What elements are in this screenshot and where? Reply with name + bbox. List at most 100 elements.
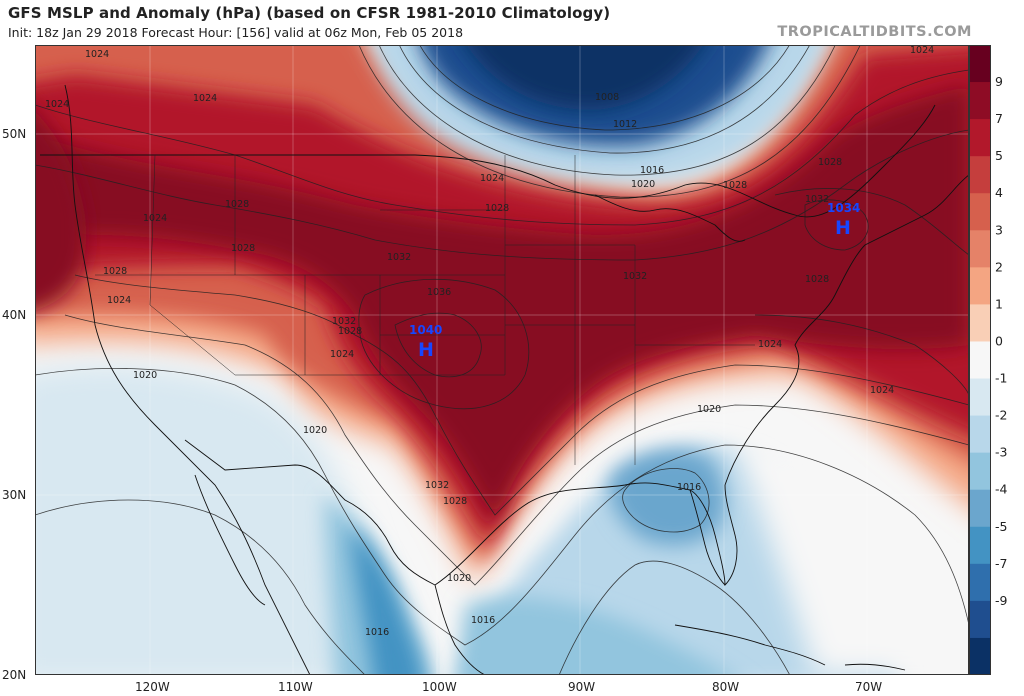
hispaniola	[844, 663, 906, 671]
isobar-label: 1028	[103, 266, 127, 277]
negative-anomaly-caribbean	[457, 596, 729, 675]
isobar-label: 1032	[387, 252, 411, 263]
colorbar-swatch	[969, 489, 991, 528]
isobar-label: 1020	[697, 404, 721, 415]
colorbar-swatch	[969, 230, 991, 268]
colorbar-swatch	[969, 82, 991, 120]
isobar-label: 1028	[805, 274, 829, 285]
isobar-label: 1012	[613, 119, 637, 130]
anomaly-fill-layers	[35, 45, 969, 675]
lon-label-90w: 90W	[568, 680, 596, 694]
cuba	[674, 624, 826, 666]
colorbar-tick-label: -7	[995, 556, 1007, 571]
colorbar-swatch	[969, 563, 991, 602]
pacific-coastline	[64, 84, 311, 675]
forecast-info: Init: 18z Jan 29 2018 Forecast Hour: [15…	[8, 25, 464, 40]
isobar-label: 1024	[870, 385, 894, 396]
colorbar-tick-label: -2	[995, 408, 1007, 423]
colorbar-swatch	[969, 156, 991, 194]
canada-us-border	[40, 104, 936, 218]
positive-anomaly-core	[35, 85, 969, 525]
us-mexico-border	[184, 439, 436, 586]
colorbar-swatch	[969, 304, 991, 343]
isobar-label: 1024	[45, 99, 69, 110]
isobar-label: 1016	[640, 165, 664, 176]
colorbar-swatch	[969, 637, 991, 675]
lon-label-70w: 70W	[855, 680, 883, 694]
high-pressure-center[interactable]: 1040 H	[409, 323, 442, 361]
negative-anomaly-north-core	[466, 45, 704, 110]
isobar-label: 1008	[595, 92, 619, 103]
brand-watermark[interactable]: TROPICALTIDBITS.COM	[777, 24, 972, 40]
pressure-anomaly-map: 1024 1024 1024 1028 1028 1028 1024 1032 …	[35, 45, 969, 675]
isobar-label: 1024	[193, 93, 217, 104]
state-boundaries	[95, 154, 755, 465]
colorbar-tick-label: -4	[995, 482, 1008, 497]
isobar-label: 1028	[818, 157, 842, 168]
isobar-label: 1028	[231, 243, 255, 254]
colorbar-swatch	[969, 600, 991, 639]
isobar-label: 1024	[910, 45, 934, 56]
colorbar-tick-label: 9	[995, 74, 1003, 89]
lat-label-30n: 30N	[2, 488, 27, 502]
lat-label-50n: 50N	[2, 127, 27, 141]
isobar-label: 1020	[133, 370, 157, 381]
isobar-label: 1028	[723, 180, 747, 191]
colorbar-swatch	[969, 526, 991, 565]
colorbar-swatch	[969, 119, 991, 157]
lat-label-20n: 20N	[2, 668, 27, 682]
isobar-label: 1032	[425, 480, 449, 491]
graticule	[35, 45, 969, 675]
colorbar-swatch	[969, 415, 991, 454]
isobar-label: 1032	[332, 316, 356, 327]
colorbar-tick-label: 7	[995, 111, 1003, 126]
colorbar-tick-label: 0	[995, 333, 1003, 348]
geographic-boundaries	[40, 84, 969, 675]
isobar-label: 1024	[85, 49, 109, 60]
neutral-atlantic	[735, 439, 969, 675]
isobar-label: 1028	[443, 496, 467, 507]
negative-anomaly-mexico-strong	[350, 525, 424, 675]
lon-label-110w: 110W	[278, 680, 313, 694]
mexico-east-coast	[434, 584, 486, 675]
isobar-label: 1020	[303, 425, 327, 436]
isobar-label: 1024	[330, 349, 354, 360]
high-pressure-value: 1040	[409, 323, 442, 337]
florida-peninsula	[689, 484, 738, 587]
colorbar-tick-label: 3	[995, 222, 1003, 237]
great-lakes	[594, 194, 746, 242]
colorbar-tick-label: -5	[995, 519, 1007, 534]
colorbar-frame	[969, 45, 991, 675]
colorbar-labels: 9 7 5 4 3 2 1 0 -1 -2 -3 -4 -5 -7 -9	[995, 74, 1008, 608]
isobar-label: 1036	[427, 287, 451, 298]
isobar-label: 1020	[447, 573, 471, 584]
isobar-label: 1028	[485, 203, 509, 214]
positive-anomaly-pacific	[35, 111, 87, 311]
isobar-label: 1024	[107, 295, 131, 306]
colorbar-swatch	[969, 378, 991, 417]
colorbar-swatches	[969, 45, 991, 675]
isobar-label: 1020	[631, 179, 655, 190]
anomaly-colorbar: 9 7 5 4 3 2 1 0 -1 -2 -3 -4 -5 -7 -9	[969, 45, 1008, 675]
isobar-label: 1028	[225, 199, 249, 210]
colorbar-swatch	[969, 193, 991, 231]
high-pressure-center[interactable]: 1034 H	[827, 201, 860, 239]
isobar-label: 1024	[480, 173, 504, 184]
colorbar-tick-label: 5	[995, 148, 1003, 163]
isobar-label: 1024	[758, 339, 782, 350]
colorbar-tick-label: -9	[995, 593, 1008, 608]
baja-california	[194, 474, 266, 606]
isobar-label: 1024	[143, 213, 167, 224]
gulf-coastline	[434, 482, 726, 586]
colorbar-tick-label: -1	[995, 371, 1007, 386]
isobar-labels: 1024 1024 1024 1028 1028 1028 1024 1032 …	[45, 45, 934, 638]
high-pressure-value: 1034	[827, 201, 860, 215]
high-pressure-marker: H	[418, 339, 434, 361]
lon-label-100w: 100W	[422, 680, 457, 694]
isobar-label: 1016	[471, 615, 495, 626]
colorbar-swatch	[969, 341, 991, 380]
colorbar-swatch	[969, 452, 991, 491]
isobar-label: 1016	[365, 627, 389, 638]
colorbar-swatch	[969, 45, 991, 83]
lon-label-80w: 80W	[712, 680, 740, 694]
